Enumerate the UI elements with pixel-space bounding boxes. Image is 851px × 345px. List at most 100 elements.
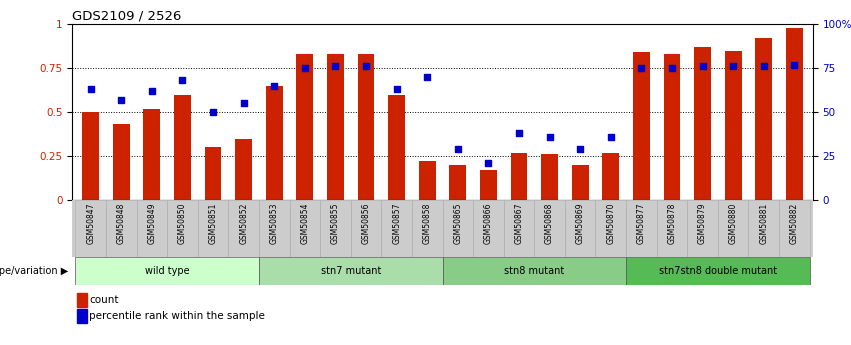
Bar (443, 200, 473, 257)
Bar (197, 200, 228, 257)
Bar (266, 86, 283, 200)
Point (635, 66, 648, 71)
Bar (388, 95, 405, 200)
Point (604, 134, 618, 139)
Text: GSM50854: GSM50854 (300, 203, 310, 245)
Text: GSM50851: GSM50851 (208, 203, 218, 244)
Bar (596, 200, 626, 257)
Bar (443, 257, 626, 285)
Bar (136, 200, 167, 257)
Bar (786, 28, 802, 200)
Point (175, 78, 189, 83)
Point (420, 74, 434, 80)
Text: GSM50856: GSM50856 (362, 203, 370, 245)
Bar (412, 200, 443, 257)
Bar (83, 112, 99, 200)
Point (328, 63, 342, 69)
Bar (756, 38, 772, 200)
Text: GSM50857: GSM50857 (392, 203, 401, 245)
Point (543, 134, 557, 139)
Text: stn8 mutant: stn8 mutant (504, 266, 564, 276)
Point (696, 63, 710, 69)
Text: GSM50868: GSM50868 (545, 203, 554, 244)
Point (787, 62, 801, 67)
Point (727, 63, 740, 69)
Bar (534, 200, 565, 257)
Bar (289, 200, 320, 257)
Text: GSM50858: GSM50858 (423, 203, 431, 244)
Bar (449, 165, 466, 200)
Bar (106, 200, 136, 257)
Text: count: count (89, 295, 119, 305)
Text: genotype/variation ▶: genotype/variation ▶ (0, 266, 68, 276)
Text: GSM50852: GSM50852 (239, 203, 248, 244)
Bar (259, 257, 443, 285)
Bar (694, 47, 711, 200)
Bar (633, 52, 650, 200)
Bar (511, 152, 528, 200)
Text: GSM50869: GSM50869 (575, 203, 585, 245)
Text: wild type: wild type (145, 266, 190, 276)
Bar (572, 165, 589, 200)
Text: GSM50879: GSM50879 (698, 203, 707, 245)
Text: GSM50850: GSM50850 (178, 203, 187, 245)
Bar (320, 200, 351, 257)
Point (574, 146, 587, 152)
Point (115, 97, 129, 102)
Bar (235, 139, 252, 200)
Bar (688, 200, 718, 257)
Bar (76, 257, 259, 285)
Bar (473, 200, 504, 257)
Text: GDS2109 / 2526: GDS2109 / 2526 (72, 10, 182, 23)
Bar (259, 200, 289, 257)
Text: GSM50878: GSM50878 (667, 203, 677, 244)
Bar (657, 200, 688, 257)
Text: GSM50880: GSM50880 (728, 203, 738, 244)
Point (298, 66, 311, 71)
Bar (167, 200, 197, 257)
Bar (565, 200, 596, 257)
Bar (749, 200, 779, 257)
Bar (626, 200, 657, 257)
Bar (174, 95, 191, 200)
Bar (718, 200, 749, 257)
Bar (357, 54, 374, 200)
Text: GSM50855: GSM50855 (331, 203, 340, 245)
Bar (664, 54, 681, 200)
Point (267, 83, 281, 89)
Text: GSM50867: GSM50867 (515, 203, 523, 245)
Text: GSM50866: GSM50866 (484, 203, 493, 245)
Text: percentile rank within the sample: percentile rank within the sample (89, 312, 266, 321)
Point (359, 63, 373, 69)
Bar (351, 200, 381, 257)
Bar (504, 200, 534, 257)
Point (757, 63, 770, 69)
Bar (144, 109, 160, 200)
Text: GSM50882: GSM50882 (790, 203, 799, 244)
Text: stn7 mutant: stn7 mutant (321, 266, 381, 276)
Bar (480, 170, 497, 200)
Point (665, 66, 679, 71)
Bar (113, 125, 129, 200)
Text: GSM50849: GSM50849 (147, 203, 157, 245)
Bar (419, 161, 436, 200)
Point (237, 101, 250, 106)
Bar (541, 154, 558, 200)
Text: GSM50870: GSM50870 (606, 203, 615, 245)
Bar (779, 200, 809, 257)
Bar (296, 54, 313, 200)
Point (451, 146, 465, 152)
Point (482, 160, 495, 166)
Text: stn7stn8 double mutant: stn7stn8 double mutant (659, 266, 777, 276)
Bar (626, 257, 809, 285)
Point (145, 88, 158, 94)
Point (84, 87, 98, 92)
Text: GSM50848: GSM50848 (117, 203, 126, 244)
Text: GSM50877: GSM50877 (637, 203, 646, 245)
Text: GSM50865: GSM50865 (454, 203, 462, 245)
Bar (204, 147, 221, 200)
Bar (725, 51, 741, 200)
Point (206, 109, 220, 115)
Bar (381, 200, 412, 257)
Text: GSM50847: GSM50847 (86, 203, 95, 245)
